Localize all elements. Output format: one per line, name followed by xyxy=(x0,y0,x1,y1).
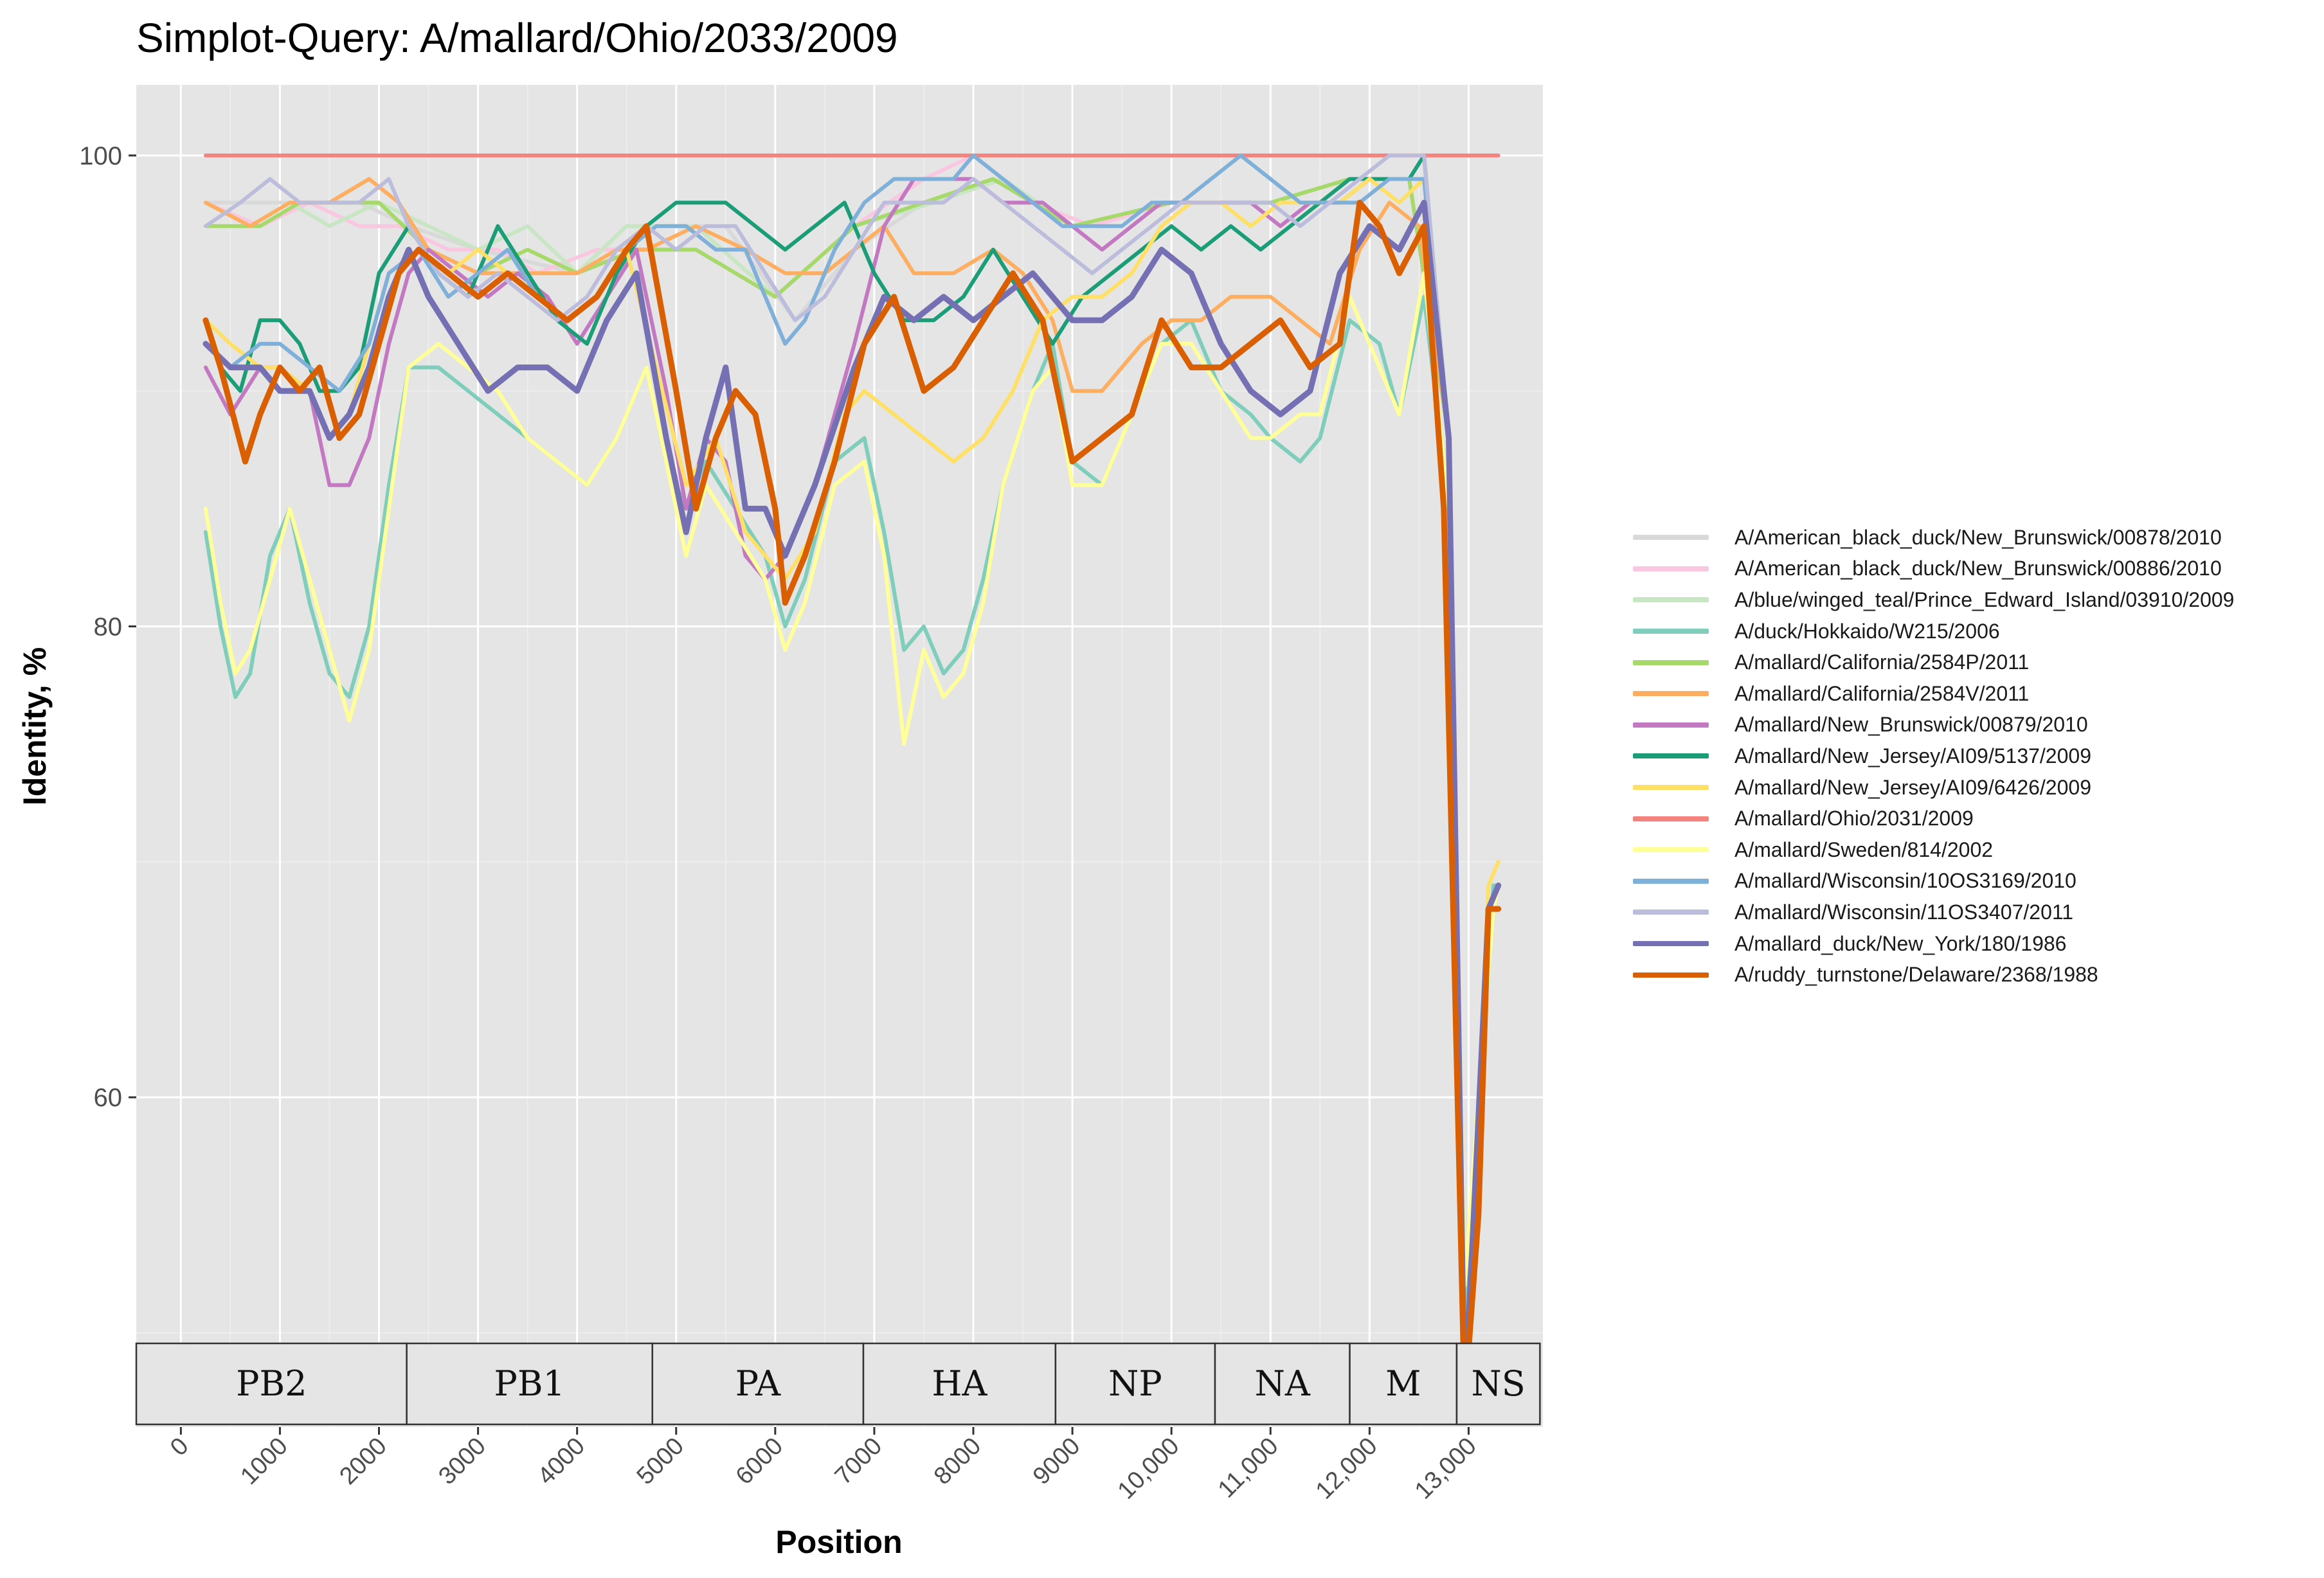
legend-label: A/mallard/Sweden/814/2002 xyxy=(1734,838,1994,861)
grid-major xyxy=(136,85,1543,1427)
legend-swatch xyxy=(1633,659,1709,665)
segment-label: NP xyxy=(1108,1363,1162,1404)
legend-item: A/mallard/California/2584V/2011 xyxy=(1633,678,2234,710)
legend-item: A/mallard/New_Jersey/AI09/5137/2009 xyxy=(1633,740,2234,772)
x-tick-label: 4000 xyxy=(533,1433,590,1490)
legend-label: A/mallard/Ohio/2031/2009 xyxy=(1734,807,1974,830)
x-tick-label: 8000 xyxy=(929,1433,986,1490)
legend-item: A/mallard_duck/New_York/180/1986 xyxy=(1633,928,2234,960)
legend-label: A/American_black_duck/New_Brunswick/0088… xyxy=(1734,557,2222,580)
legend-swatch xyxy=(1633,566,1709,571)
segment-label: PB2 xyxy=(236,1363,307,1404)
x-tick-label: 5000 xyxy=(632,1433,689,1490)
legend-item: A/mallard/California/2584P/2011 xyxy=(1633,647,2234,678)
legend: A/American_black_duck/New_Brunswick/0087… xyxy=(1633,522,2234,991)
chart-title: Simplot-Query: A/mallard/Ohio/2033/2009 xyxy=(136,15,898,61)
segment-box xyxy=(1349,1342,1458,1426)
segment-strip: PB2 PB1 PA HA NP NA M NS xyxy=(135,1342,1541,1426)
x-tick-label: 9000 xyxy=(1028,1433,1085,1490)
legend-swatch xyxy=(1633,972,1709,978)
legend-swatch xyxy=(1633,597,1709,603)
legend-swatch xyxy=(1633,753,1709,759)
segment-label: HA xyxy=(932,1363,987,1404)
legend-swatch xyxy=(1633,910,1709,915)
legend-label: A/ruddy_turnstone/Delaware/2368/1988 xyxy=(1734,963,2098,987)
legend-label: A/American_black_duck/New_Brunswick/0087… xyxy=(1734,525,2222,549)
x-tick-label: 13,000 xyxy=(1410,1433,1482,1505)
legend-label: A/mallard_duck/New_York/180/1986 xyxy=(1734,931,2067,955)
segment-box xyxy=(651,1342,865,1426)
legend-swatch xyxy=(1633,878,1709,884)
legend-item: A/mallard/Ohio/2031/2009 xyxy=(1633,803,2234,834)
segment-box xyxy=(406,1342,654,1426)
segment-box xyxy=(135,1342,408,1426)
grid-minor xyxy=(136,85,1543,1427)
y-tick-label: 60 xyxy=(94,1084,123,1112)
plot-panel xyxy=(136,85,1543,1427)
legend-label: A/duck/Hokkaido/W215/2006 xyxy=(1734,619,2000,643)
y-tick-label: 80 xyxy=(94,613,123,641)
x-tick-label: 10,000 xyxy=(1113,1433,1185,1505)
legend-item: A/ruddy_turnstone/Delaware/2368/1988 xyxy=(1633,959,2234,991)
x-tick-label: 1000 xyxy=(235,1433,293,1490)
legend-item: A/mallard/New_Brunswick/00879/2010 xyxy=(1633,710,2234,741)
legend-label: A/mallard/New_Brunswick/00879/2010 xyxy=(1734,713,2088,737)
legend-label: A/blue/winged_teal/Prince_Edward_Island/… xyxy=(1734,587,2235,611)
legend-swatch xyxy=(1633,535,1709,541)
legend-item: A/mallard/Wisconsin/11OS3407/2011 xyxy=(1633,897,2234,928)
legend-item: A/duck/Hokkaido/W215/2006 xyxy=(1633,616,2234,647)
series-line xyxy=(203,294,1500,1311)
x-tick-label: 0 xyxy=(165,1433,194,1462)
segment-box xyxy=(1214,1342,1351,1426)
x-tick-label: 7000 xyxy=(830,1433,887,1490)
segment-box xyxy=(1455,1342,1541,1426)
series-line xyxy=(203,271,1500,1288)
x-tick-label: 6000 xyxy=(731,1433,788,1490)
legend-item: A/blue/winged_teal/Prince_Edward_Island/… xyxy=(1633,584,2234,616)
series-layer xyxy=(203,153,1502,1406)
y-tick-label: 100 xyxy=(79,142,122,170)
y-axis-label: Identity, % xyxy=(17,647,53,806)
legend-swatch xyxy=(1633,691,1709,697)
segment-label: M xyxy=(1385,1363,1421,1404)
legend-item: A/mallard/Sweden/814/2002 xyxy=(1633,834,2234,866)
legend-label: A/mallard/New_Jersey/AI09/5137/2009 xyxy=(1734,744,2091,767)
legend-swatch xyxy=(1633,816,1709,821)
legend-swatch xyxy=(1633,941,1709,947)
legend-swatch xyxy=(1633,847,1709,853)
legend-item: A/mallard/New_Jersey/AI09/6426/2009 xyxy=(1633,772,2234,803)
legend-label: A/mallard/Wisconsin/10OS3169/2010 xyxy=(1734,869,2076,893)
segment-label: NA xyxy=(1255,1363,1311,1404)
segment-label: PA xyxy=(735,1363,781,1404)
x-tick-label: 12,000 xyxy=(1311,1433,1383,1505)
legend-label: A/mallard/Wisconsin/11OS3407/2011 xyxy=(1734,900,2074,924)
legend-item: A/mallard/Wisconsin/10OS3169/2010 xyxy=(1633,866,2234,897)
segment-box xyxy=(1054,1342,1216,1426)
legend-swatch xyxy=(1633,629,1709,634)
segment-label: PB1 xyxy=(494,1363,565,1404)
legend-item: A/American_black_duck/New_Brunswick/0088… xyxy=(1633,553,2234,585)
series-line xyxy=(203,153,1500,1406)
x-tick-label: 2000 xyxy=(334,1433,392,1490)
legend-swatch xyxy=(1633,785,1709,791)
x-axis-label: Position xyxy=(775,1524,903,1560)
x-tick-label: 3000 xyxy=(433,1433,491,1490)
segment-box xyxy=(862,1342,1057,1426)
x-tick-label: 11,000 xyxy=(1213,1433,1284,1503)
legend-label: A/mallard/New_Jersey/AI09/6426/2009 xyxy=(1734,775,2091,799)
legend-swatch xyxy=(1633,722,1709,728)
legend-label: A/mallard/California/2584P/2011 xyxy=(1734,650,2030,674)
legend-label: A/mallard/California/2584V/2011 xyxy=(1734,681,2030,705)
segment-label: NS xyxy=(1472,1363,1526,1404)
series-line xyxy=(203,199,1502,1406)
legend-item: A/American_black_duck/New_Brunswick/0087… xyxy=(1633,522,2234,553)
